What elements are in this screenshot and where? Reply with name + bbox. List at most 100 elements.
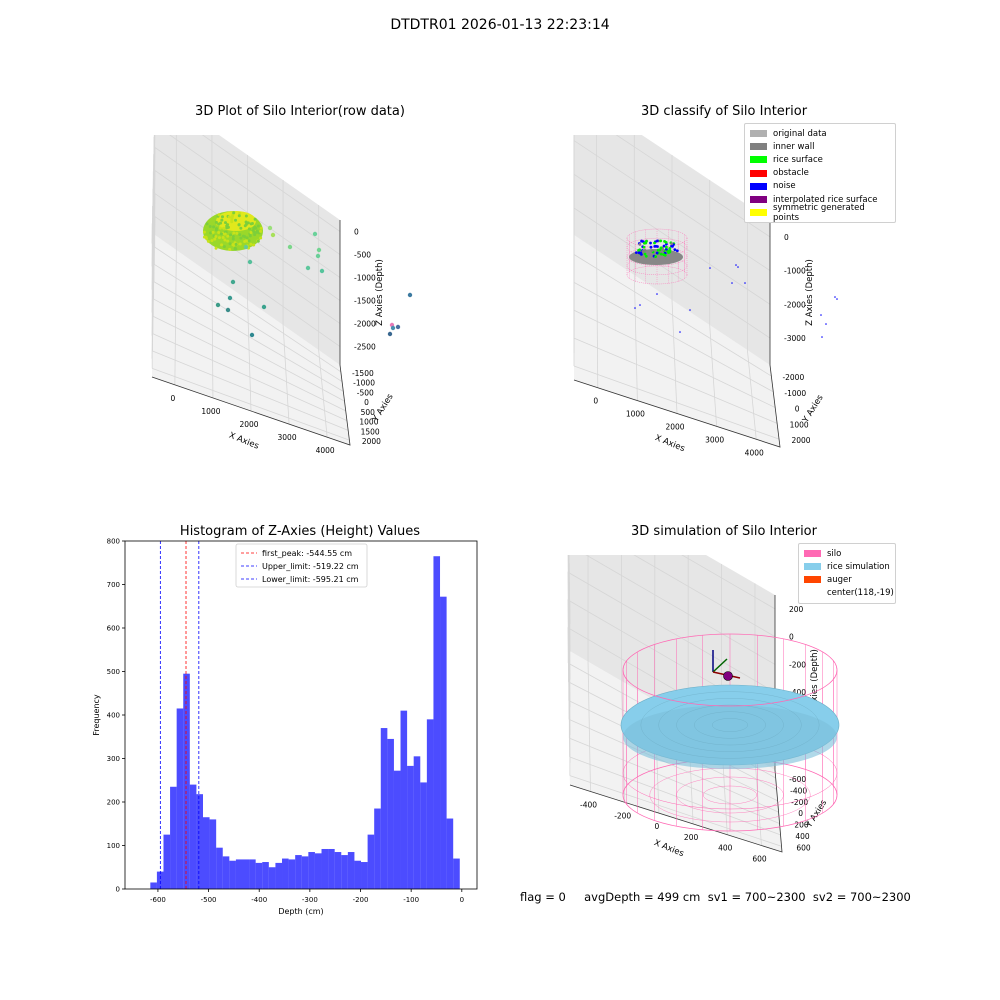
histogram-bar: [400, 710, 408, 889]
classified-point: [653, 241, 656, 245]
legend-label: inner wall: [773, 141, 815, 152]
y-gridline: [573, 254, 772, 377]
y-gridline: [573, 282, 774, 393]
y-tick-label: 2000: [791, 436, 810, 445]
histogram-bar: [150, 882, 157, 889]
x-gridline: [247, 299, 252, 412]
data-point: [235, 231, 239, 235]
data-point: [226, 223, 230, 227]
histogram-bar: [314, 853, 322, 889]
data-point: [225, 226, 229, 230]
data-point: [205, 222, 209, 226]
data-point: [202, 230, 206, 234]
data-point: [312, 231, 318, 237]
x-gridline: [211, 274, 214, 398]
x-gridline: [282, 324, 290, 425]
data-point: [238, 233, 242, 237]
data-point: [227, 215, 231, 219]
y-tick-label: 2000: [362, 437, 381, 446]
classified-point: [662, 244, 666, 248]
noise-point: [836, 298, 838, 300]
z-gridline: [573, 207, 771, 354]
data-point: [232, 231, 236, 235]
data-point: [211, 230, 215, 234]
data-point: [244, 222, 248, 226]
classified-point: [638, 242, 642, 246]
data-point: [259, 226, 263, 230]
silo-top-ring: [622, 633, 838, 707]
legend-item: rice simulation: [804, 560, 890, 573]
legend-label: silo: [827, 548, 842, 559]
legend-swatch: [750, 156, 767, 164]
legend-label: original data: [773, 128, 827, 139]
classified-point: [642, 245, 646, 249]
x-axis-label: X Axies: [227, 431, 260, 452]
z-tick-label: -2500: [354, 343, 376, 352]
rice-contour: [694, 711, 766, 739]
legend-label: symmetric generated points: [773, 202, 865, 223]
x-tick-label: 0: [655, 822, 660, 831]
y-gridline: [573, 337, 778, 424]
data-point: [259, 229, 263, 233]
data-point: [243, 240, 247, 244]
noise-point: [825, 323, 827, 325]
classified-point: [639, 251, 643, 255]
legend-label: Upper_limit: -519.22 cm: [262, 562, 359, 571]
x-gridline: [633, 274, 638, 401]
histogram-bar: [275, 862, 283, 889]
y-gridline: [569, 737, 780, 824]
classified-point: [634, 251, 638, 255]
histogram-bar: [426, 719, 434, 889]
z-gridline: [151, 146, 341, 290]
noise-point: [679, 331, 681, 333]
panel1-3d-scatter: 010002000300040002000150010005000-500-10…: [151, 135, 413, 455]
legend-label: auger: [827, 574, 852, 585]
legend-item: silo: [804, 547, 890, 560]
y-tick-label: 300: [107, 755, 120, 763]
data-point: [245, 236, 249, 240]
noise-point: [731, 282, 733, 284]
data-point: [214, 220, 218, 224]
panel4-title: 3D simulation of Silo Interior: [631, 524, 817, 539]
classified-point: [643, 252, 647, 256]
histogram-bar: [413, 756, 421, 889]
z-tick-label: -2000: [784, 300, 806, 309]
noise-point: [820, 314, 822, 316]
x-tick-label: -300: [302, 896, 318, 904]
y-tick-label: -1500: [352, 369, 374, 378]
classified-point: [655, 251, 659, 255]
data-point: [238, 211, 242, 215]
data-point: [217, 230, 221, 234]
legend-label: first_peak: -544.55 cm: [262, 549, 352, 558]
z-gridline: [151, 135, 341, 244]
noise-point: [689, 309, 691, 311]
data-point: [214, 235, 218, 239]
data-point: [249, 242, 253, 246]
legend-swatch: [804, 576, 821, 584]
data-point: [248, 234, 252, 238]
legend-item: auger: [804, 573, 890, 586]
histogram-bar: [268, 867, 276, 889]
rice-contour: [712, 718, 748, 732]
data-point: [407, 292, 413, 298]
z-tick-label: 0: [784, 233, 789, 242]
data-point: [267, 225, 273, 231]
legend-item: inner wall: [750, 140, 890, 153]
histogram-bar: [393, 770, 401, 889]
x-tick-label: -400: [580, 800, 597, 809]
panel2-3d-classify: 0 1000 2000 3000 4000 2000 1000 0 -1000 -2000 0 -10…: [573, 135, 838, 457]
z-axis-label: Z Axies (Depth): [375, 259, 385, 326]
y-tick-label: 800: [107, 538, 120, 546]
z-tick-label: -3000: [784, 334, 806, 343]
noise-point: [656, 293, 658, 295]
data-point: [244, 214, 248, 218]
x-tick-label: -200: [353, 896, 369, 904]
histogram-bar: [347, 852, 355, 889]
data-point: [253, 217, 257, 221]
z-tick-label: 0: [354, 228, 359, 237]
z-tick-label: -500: [354, 251, 371, 260]
data-point: [252, 230, 256, 234]
histogram-bar: [282, 858, 289, 889]
x-tick-label: 1000: [201, 407, 220, 416]
noise-point: [639, 304, 641, 306]
